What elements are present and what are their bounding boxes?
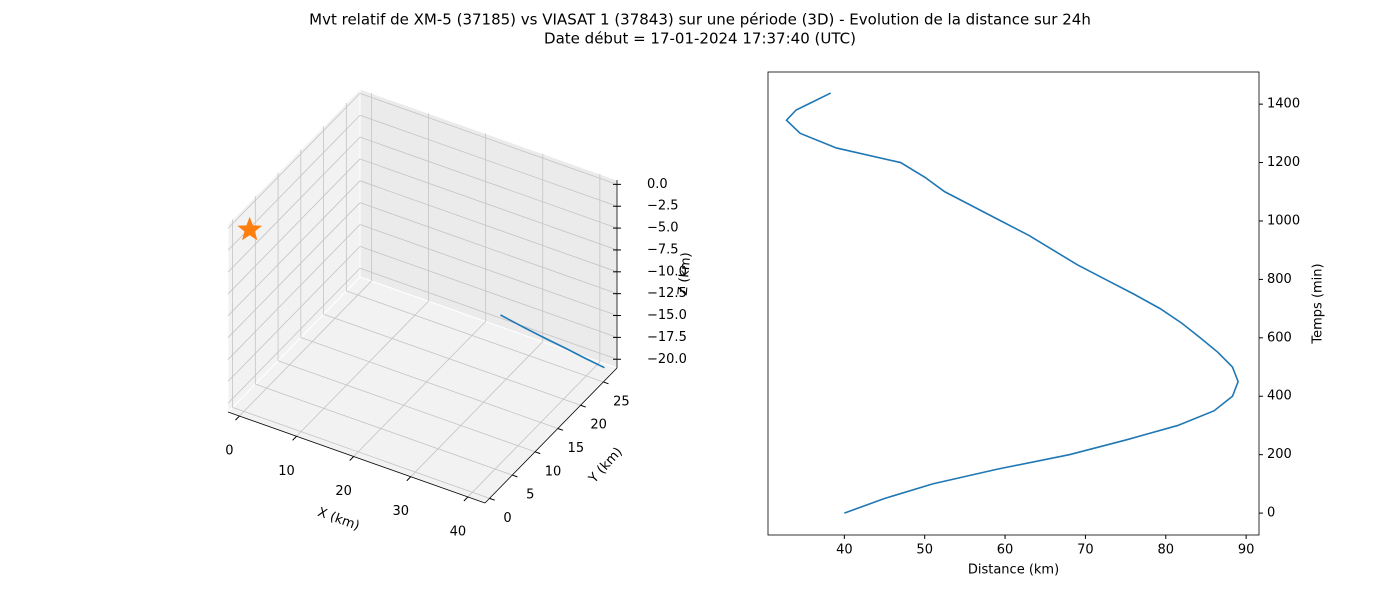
x-tick-label: 60 <box>997 543 1014 558</box>
grid-line <box>232 406 490 499</box>
grid-line <box>277 360 536 453</box>
y-tick-label: 1000 <box>1267 213 1300 228</box>
y-tick-label: 1400 <box>1267 97 1300 112</box>
figure-title: Mvt relatif de XM-5 (37185) vs VIASAT 1 … <box>309 11 1091 29</box>
x-tick <box>406 476 412 482</box>
y-tick-label: 10 <box>545 464 562 479</box>
grid-line <box>410 341 544 477</box>
x-tick-label: 20 <box>335 484 352 499</box>
y-tick-label: 0 <box>1267 506 1275 521</box>
y-axis-label: Temps (min) <box>1311 263 1326 344</box>
grid-line <box>227 158 361 295</box>
plot-frame <box>767 71 1260 536</box>
grid-line <box>227 93 361 229</box>
x-tick <box>235 415 240 421</box>
pane-left <box>227 87 361 414</box>
y-tick <box>512 474 518 478</box>
grid-line <box>227 267 361 404</box>
grid-line <box>239 280 372 417</box>
z-tick-label: −5.0 <box>647 221 679 236</box>
grid-line <box>467 361 601 498</box>
axis-line <box>227 411 486 504</box>
y-tick-label: 200 <box>1267 447 1292 462</box>
x-tick <box>463 496 469 502</box>
x-tick-label: 40 <box>450 524 467 539</box>
grid-line <box>227 202 361 338</box>
grid-line <box>227 180 361 317</box>
z-tick-label: −15.0 <box>647 308 687 323</box>
x-tick-label: 70 <box>1077 543 1094 558</box>
y-tick-label: 400 <box>1267 389 1292 404</box>
z-tick-label: −12.5 <box>647 286 687 301</box>
line-3d <box>500 314 605 369</box>
y-tick <box>534 451 541 455</box>
grid-line <box>359 224 618 316</box>
z-tick-label: 0.0 <box>647 177 668 192</box>
x-tick-label: 40 <box>836 543 853 558</box>
y-tick <box>489 497 495 501</box>
z-tick-label: −10.0 <box>647 264 687 279</box>
grid-line <box>227 246 361 382</box>
z-tick-label: −20.0 <box>647 352 687 367</box>
grid-line <box>227 136 361 273</box>
y-tick <box>603 381 609 385</box>
line-series <box>785 92 1239 514</box>
y-tick-label: 0 <box>503 511 511 526</box>
grid-line <box>255 383 513 476</box>
z-axis-label: Z (km) <box>676 252 695 297</box>
y-tick-label: 5 <box>526 488 534 503</box>
x-tick-label: 10 <box>278 464 295 479</box>
y-tick <box>557 428 564 431</box>
grid-line <box>227 224 361 360</box>
grid-line <box>359 180 618 273</box>
x-tick-label: 30 <box>392 504 409 519</box>
z-tick-label: −7.5 <box>647 242 679 257</box>
y-tick-label: 15 <box>568 441 585 456</box>
grid-line <box>359 267 618 360</box>
z-tick-label: −2.5 <box>647 199 679 214</box>
x-tick-label: 0 <box>225 444 233 459</box>
y-tick-label: 25 <box>613 394 630 409</box>
grid-line <box>300 337 558 429</box>
grid-line <box>359 158 618 251</box>
grid-line <box>359 136 618 229</box>
grid-line <box>359 246 618 338</box>
x-tick-label: 90 <box>1238 543 1255 558</box>
x-tick-label: 80 <box>1158 543 1175 558</box>
grid-line <box>353 321 486 457</box>
figure-subtitle: Date début = 17-01-2024 17:37:40 (UTC) <box>544 30 856 48</box>
grid-line <box>296 300 429 437</box>
x-tick <box>292 435 297 441</box>
axis-line <box>484 367 618 504</box>
marker-star <box>237 216 263 241</box>
grid-line <box>359 114 618 207</box>
x-tick <box>349 456 355 461</box>
grid-line <box>359 202 618 295</box>
grid-line <box>346 290 604 383</box>
z-tick-label: −17.5 <box>647 330 687 345</box>
x-axis-label: Distance (km) <box>968 563 1059 578</box>
y-tick-label: 20 <box>590 418 607 433</box>
y-tick-label: 1200 <box>1267 155 1300 170</box>
y-tick <box>580 404 586 408</box>
grid-line <box>323 313 581 406</box>
y-tick-label: 600 <box>1267 330 1292 345</box>
x-tick-label: 50 <box>916 543 933 558</box>
y-tick-label: 800 <box>1267 272 1292 287</box>
grid-line <box>359 92 618 185</box>
